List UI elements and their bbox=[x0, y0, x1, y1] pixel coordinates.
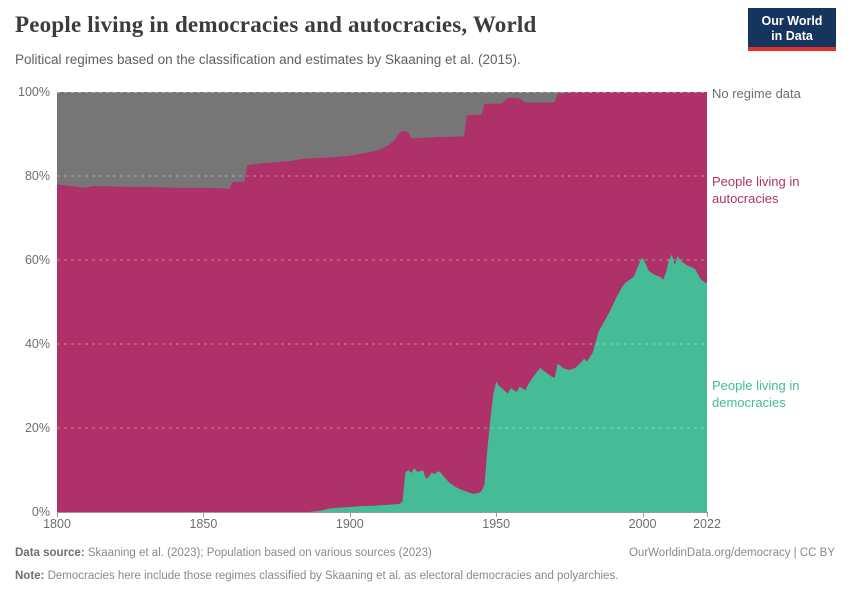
x-axis-tick bbox=[707, 512, 708, 517]
chart-subtitle: Political regimes based on the classific… bbox=[15, 52, 521, 67]
legend-democracies[interactable]: People living in democracies bbox=[712, 378, 800, 410]
x-axis-tick bbox=[496, 512, 498, 517]
footer-link[interactable]: OurWorldinData.org/democracy | CC BY bbox=[628, 547, 835, 559]
legend-no-regime-data[interactable]: No regime data bbox=[712, 86, 801, 101]
y-axis-label: 60% bbox=[24, 253, 50, 267]
data-source-text: Skaaning et al. (2023); Population based… bbox=[84, 547, 432, 559]
data-source-line: Data source: Skaaning et al. (2023); Pop… bbox=[15, 546, 432, 561]
x-axis-tick bbox=[349, 512, 351, 517]
x-axis-label: 1900 bbox=[335, 517, 364, 531]
note-line: Note: Democracies here include those reg… bbox=[15, 569, 835, 584]
democracies-area[interactable] bbox=[57, 254, 707, 513]
data-source-label: Data source: bbox=[15, 547, 85, 559]
stacked-area-plot[interactable] bbox=[57, 92, 707, 512]
owid-logo[interactable]: Our World in Data bbox=[748, 8, 836, 51]
owid-logo-line2: in Data bbox=[771, 29, 813, 43]
y-axis-label: 40% bbox=[24, 337, 50, 351]
y-axis-label: 0% bbox=[31, 505, 50, 519]
x-axis-tick bbox=[642, 512, 644, 517]
x-axis-label: 1950 bbox=[482, 517, 511, 531]
x-axis-label: 2022 bbox=[693, 517, 721, 531]
page-title: People living in democracies and autocra… bbox=[15, 12, 537, 37]
x-axis-label: 1850 bbox=[189, 517, 218, 531]
x-axis-line bbox=[57, 512, 708, 513]
x-axis-tick bbox=[57, 512, 58, 517]
x-axis-label: 1800 bbox=[43, 517, 71, 531]
legend-autocracies[interactable]: People living in autocracies bbox=[712, 174, 800, 206]
y-axis-label: 20% bbox=[24, 421, 50, 435]
note-text: Democracies here include those regimes c… bbox=[44, 570, 619, 582]
chart-footer: Data source: Skaaning et al. (2023); Pop… bbox=[15, 546, 835, 584]
y-axis-label: 80% bbox=[24, 169, 50, 183]
note-label: Note: bbox=[15, 570, 45, 582]
x-axis-label: 2000 bbox=[628, 517, 657, 531]
x-axis-tick bbox=[203, 512, 205, 517]
y-axis-label: 100% bbox=[18, 85, 50, 99]
owid-logo-line1: Our World bbox=[761, 14, 823, 28]
